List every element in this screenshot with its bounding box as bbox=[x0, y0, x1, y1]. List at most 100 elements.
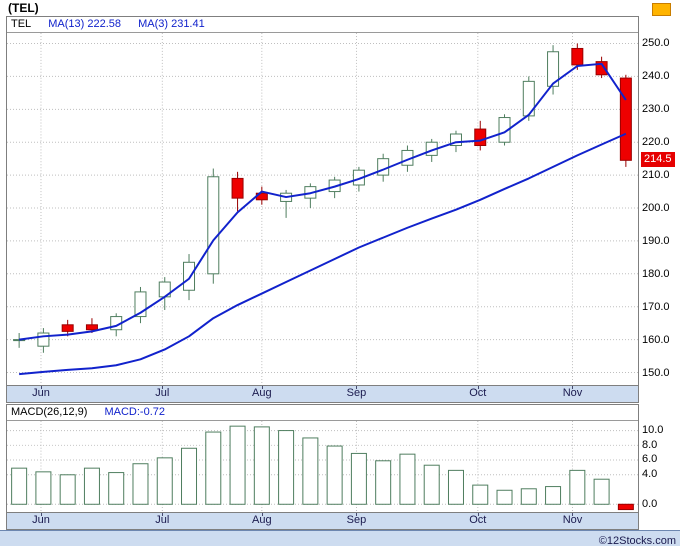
month-tick bbox=[477, 513, 479, 516]
macd-bar bbox=[35, 471, 52, 505]
macd-bar bbox=[108, 472, 125, 505]
price-tick-label: 190.0 bbox=[642, 235, 670, 248]
candle bbox=[61, 324, 74, 332]
macd-axis-labels: 10.0 8.0 6.0 4.0 0.0 bbox=[641, 404, 680, 530]
month-tick bbox=[261, 386, 263, 389]
candles-group bbox=[13, 43, 632, 353]
macd-bar bbox=[545, 486, 562, 505]
legend-ma13: MA(13) 222.58 bbox=[48, 18, 122, 30]
macd-bar bbox=[229, 425, 246, 505]
candle bbox=[595, 61, 608, 76]
ma13-line bbox=[19, 132, 627, 376]
macd-tick-label: 6.0 bbox=[642, 453, 658, 466]
macd-bar bbox=[496, 489, 513, 505]
candlestick-chart bbox=[7, 33, 638, 385]
macd-bar bbox=[569, 469, 586, 505]
month-tick bbox=[356, 386, 358, 389]
macd-legend: MACD(26,12,9) MACD:-0.72 bbox=[7, 405, 638, 421]
macd-bar bbox=[399, 453, 416, 505]
macd-bar bbox=[83, 467, 100, 505]
month-tick bbox=[261, 513, 263, 516]
price-tick-label: 200.0 bbox=[642, 202, 670, 214]
month-label: Jul bbox=[155, 387, 170, 399]
macd-bar bbox=[132, 463, 149, 505]
footer-band: ©12Stocks.com bbox=[0, 530, 680, 546]
macd-bar bbox=[253, 426, 270, 505]
macd-bar bbox=[520, 488, 537, 505]
month-label: Jul bbox=[155, 514, 170, 526]
macd-bar bbox=[181, 447, 198, 505]
legend-macd-value: MACD:-0.72 bbox=[104, 406, 166, 418]
candle bbox=[498, 117, 511, 143]
candle bbox=[207, 176, 220, 275]
month-tick bbox=[40, 513, 42, 516]
month-tick bbox=[572, 386, 574, 389]
macd-bar bbox=[375, 460, 392, 505]
macd-month-axis: Jun Jul Aug Sep Oct Nov bbox=[7, 512, 638, 529]
macd-tick-label: 10.0 bbox=[642, 423, 664, 436]
macd-chart-panel: MACD(26,12,9) MACD:-0.72 Jun Jul Aug Sep Oct… bbox=[6, 404, 639, 530]
macd-histogram-chart bbox=[7, 421, 638, 512]
month-label: Oct bbox=[469, 514, 487, 526]
candle bbox=[37, 332, 50, 347]
price-chart-legend: TEL MA(13) 222.58 MA(3) 231.41 bbox=[7, 17, 638, 33]
macd-tick-label: 8.0 bbox=[642, 438, 658, 451]
legend-symbol: TEL bbox=[11, 18, 32, 30]
macd-bar bbox=[447, 469, 464, 505]
candle bbox=[474, 128, 487, 147]
price-tick-label: 180.0 bbox=[642, 268, 670, 281]
month-label: Sep bbox=[346, 514, 367, 526]
month-label: Nov bbox=[562, 514, 583, 526]
month-label: Aug bbox=[252, 387, 272, 399]
brand-icon bbox=[652, 3, 671, 16]
price-axis-labels: 250.0 240.0 230.0 220.0 210.0 200.0 190.0 180.0… bbox=[641, 16, 680, 403]
macd-bar bbox=[617, 503, 634, 511]
page-title: (TEL) bbox=[8, 1, 39, 15]
candle bbox=[231, 177, 244, 199]
macd-bar bbox=[11, 467, 28, 505]
candle bbox=[619, 77, 632, 161]
price-tick-label: 250.0 bbox=[642, 36, 670, 49]
ma3-line bbox=[18, 62, 627, 341]
macd-bar bbox=[278, 430, 295, 505]
macd-bar bbox=[326, 445, 343, 505]
macd-bar bbox=[593, 478, 610, 505]
candle bbox=[183, 261, 196, 291]
price-tick-label: 210.0 bbox=[642, 168, 670, 181]
candle bbox=[377, 158, 390, 176]
credit-link[interactable]: ©12Stocks.com bbox=[598, 535, 676, 546]
month-tick bbox=[356, 513, 358, 516]
candle bbox=[571, 47, 584, 66]
price-chart-panel: TEL MA(13) 222.58 MA(3) 231.41 Jun Jul Aug… bbox=[6, 16, 639, 403]
month-tick bbox=[162, 513, 164, 516]
macd-bar bbox=[59, 474, 76, 505]
price-tick-label: 170.0 bbox=[642, 301, 670, 314]
macd-bar bbox=[423, 464, 440, 505]
price-tick-label: 220.0 bbox=[642, 135, 670, 148]
macd-bar bbox=[156, 457, 173, 505]
month-label: Oct bbox=[469, 387, 487, 399]
month-label: Sep bbox=[346, 387, 367, 399]
candle bbox=[134, 291, 147, 318]
macd-bar bbox=[302, 437, 319, 505]
price-tick-label: 150.0 bbox=[642, 367, 670, 380]
month-tick bbox=[572, 513, 574, 516]
macd-bar bbox=[472, 484, 489, 505]
price-month-axis: Jun Jul Aug Sep Oct Nov bbox=[7, 385, 638, 402]
candle bbox=[547, 51, 560, 87]
month-label: Jun bbox=[32, 514, 50, 526]
grid-group bbox=[7, 33, 638, 385]
month-label: Aug bbox=[252, 514, 272, 526]
legend-ma3: MA(3) 231.41 bbox=[138, 18, 205, 30]
macd-bar bbox=[350, 452, 367, 505]
macd-bars-group bbox=[11, 425, 634, 511]
macd-tick-label: 4.0 bbox=[642, 468, 658, 481]
price-tick-label: 160.0 bbox=[642, 334, 670, 347]
month-tick bbox=[162, 386, 164, 389]
candle bbox=[449, 133, 462, 147]
month-label: Jun bbox=[32, 387, 50, 399]
month-label: Nov bbox=[562, 387, 583, 399]
last-price-badge: 214.5 bbox=[641, 152, 675, 168]
price-tick-label: 230.0 bbox=[642, 102, 670, 115]
